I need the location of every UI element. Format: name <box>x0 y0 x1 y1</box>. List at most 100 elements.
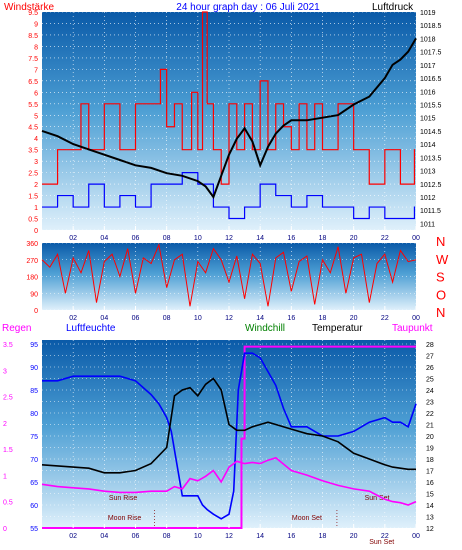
luftdruck-tick-label: 1012.5 <box>420 182 442 189</box>
x-tick-label: 18 <box>319 533 327 540</box>
luftfeuchte-tick-label: 70 <box>30 457 38 464</box>
temperatur-tick-label: 21 <box>426 423 434 430</box>
luftdruck-tick-label: 1019 <box>420 10 436 17</box>
temp-humidity-axes: 0 0.5 1 1.5 2 2.5 3 3.5 55 60 65 70 75 80 85 90 95 12 13 14… <box>3 342 434 540</box>
event-label: Sun Set <box>365 495 390 502</box>
temp-humidity-series <box>41 345 417 529</box>
x-tick-label: 08 <box>163 533 171 540</box>
series-temperatur <box>41 377 416 474</box>
windstaerke-tick-label: 4.5 <box>28 125 38 132</box>
series-wind-gust <box>42 172 416 220</box>
windstaerke-tick-label: 7.5 <box>28 56 38 63</box>
direction-tick-label: 270 <box>26 258 38 265</box>
x-tick-label: 08 <box>163 315 171 322</box>
luftfeuchte-tick-label: 55 <box>30 526 38 533</box>
event-label: Sun Set <box>369 539 394 546</box>
windstaerke-axis-title: Windstärke <box>4 2 54 13</box>
luftfeuchte-tick-label: 60 <box>30 503 38 510</box>
luftdruck-tick-label: 1017 <box>420 63 436 70</box>
x-tick-label: 04 <box>100 235 108 242</box>
luftdruck-tick-label: 1012 <box>420 195 436 202</box>
regen-tick-label: 1.5 <box>3 447 13 454</box>
x-tick-label: 02 <box>69 315 77 322</box>
compass-label: N <box>436 305 445 320</box>
temperatur-tick-label: 18 <box>426 457 434 464</box>
direction-tick-label: 360 <box>26 241 38 248</box>
regen-tick-label: 0 <box>3 526 7 533</box>
regen-axis-title: Regen <box>2 323 31 334</box>
temperatur-tick-label: 23 <box>426 400 434 407</box>
temperatur-tick-label: 20 <box>426 434 434 441</box>
windstaerke-tick-label: 3 <box>34 159 38 166</box>
x-tick-label: 04 <box>100 533 108 540</box>
x-tick-label: 12 <box>225 533 233 540</box>
regen-tick-label: 1 <box>3 473 7 480</box>
luftfeuchte-tick-label: 85 <box>30 388 38 395</box>
temp-humidity-grid <box>42 340 417 529</box>
legend-temperatur: Temperatur <box>312 323 363 334</box>
x-tick-label: 02 <box>69 235 77 242</box>
regen-tick-label: 3 <box>3 368 7 375</box>
sun-moon-events: Moon Rise Sun Rise Moon Set Sun Set Sun Set <box>108 495 394 546</box>
luftfeuchte-tick-label: 80 <box>30 411 38 418</box>
direction-tick-label: 90 <box>30 291 38 298</box>
luftdruck-tick-label: 1015 <box>420 116 436 123</box>
windstaerke-tick-label: 2.5 <box>28 171 38 178</box>
windstaerke-tick-label: 9.5 <box>28 10 38 17</box>
series-pressure <box>41 37 417 200</box>
windstaerke-tick-label: 0.5 <box>28 217 38 224</box>
x-tick-label: 00 <box>412 533 420 540</box>
x-tick-label: 20 <box>350 315 358 322</box>
x-tick-label: 06 <box>132 533 140 540</box>
luftdruck-tick-label: 1013.5 <box>420 155 442 162</box>
windstaerke-tick-label: 9 <box>34 21 38 28</box>
luftdruck-tick-label: 1018 <box>420 36 436 43</box>
compass-label: N <box>436 234 445 249</box>
regen-tick-label: 3.5 <box>3 342 13 349</box>
windstaerke-tick-label: 8.5 <box>28 33 38 40</box>
luftfeuchte-tick-label: 65 <box>30 480 38 487</box>
x-tick-label: 16 <box>287 533 295 540</box>
series-wind-direction <box>41 243 417 307</box>
compass-label: S <box>436 270 445 285</box>
x-tick-label: 22 <box>381 533 389 540</box>
temperatur-tick-label: 14 <box>426 503 434 510</box>
luftdruck-tick-label: 1011.5 <box>420 208 441 215</box>
wind-direction-plot-area <box>42 243 416 310</box>
luftdruck-tick-label: 1016.5 <box>420 76 442 83</box>
x-tick-label: 08 <box>163 235 171 242</box>
x-tick-label: 10 <box>194 235 202 242</box>
windstaerke-tick-label: 6 <box>34 90 38 97</box>
temperatur-tick-label: 15 <box>426 492 434 499</box>
luftdruck-tick-label: 1013 <box>420 169 436 176</box>
temperatur-tick-label: 16 <box>426 480 434 487</box>
x-tick-label: 06 <box>132 235 140 242</box>
series-wind-avg <box>42 11 416 185</box>
x-tick-label: 10 <box>194 315 202 322</box>
luftdruck-tick-label: 1016 <box>420 89 436 96</box>
direction-tick-label: 0 <box>34 308 38 315</box>
windstaerke-tick-label: 5 <box>34 113 38 120</box>
x-tick-label: 06 <box>132 315 140 322</box>
windstaerke-tick-label: 1 <box>34 205 38 212</box>
compass-label: W <box>436 252 449 267</box>
x-tick-label: 20 <box>350 235 358 242</box>
event-label: Sun Rise <box>109 495 138 502</box>
temperatur-tick-label: 25 <box>426 377 434 384</box>
series-regen <box>42 345 416 529</box>
temperatur-tick-label: 17 <box>426 469 434 476</box>
temperatur-tick-label: 26 <box>426 365 434 372</box>
luftfeuchte-tick-label: 75 <box>30 434 38 441</box>
series-taupunkt <box>41 456 417 506</box>
direction-tick-label: 180 <box>26 275 38 282</box>
x-tick-label: 14 <box>256 315 264 322</box>
windstaerke-tick-label: 0 <box>34 228 38 235</box>
regen-tick-label: 2.5 <box>3 395 13 402</box>
x-tick-label: 16 <box>287 235 295 242</box>
luftfeuchte-tick-label: 95 <box>30 342 38 349</box>
x-tick-label: 14 <box>256 533 264 540</box>
windstaerke-tick-label: 3.5 <box>28 148 38 155</box>
